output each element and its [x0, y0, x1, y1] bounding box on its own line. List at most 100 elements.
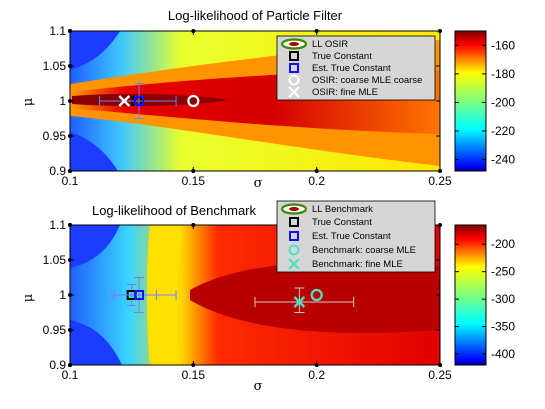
legend-bottom-entry-1: True Constant [289, 217, 372, 228]
legend-top: LL OSIR True Constant Est. True Constant… [276, 35, 436, 101]
y-axis-label-top: μ [21, 98, 36, 106]
legend-top-entry-3: OSIR: coarse MLE coarse [288, 74, 422, 86]
benchmark-coarse-mle-marker [310, 288, 323, 302]
y-tick-label: 0.95 [43, 129, 67, 143]
legend-bottom-label-2: Est. True Constant [312, 231, 391, 242]
colorbar-tick-label: -250 [491, 265, 515, 279]
y-tick-label: 1.05 [43, 59, 67, 73]
colorbar-tick-label: -220 [491, 124, 515, 138]
chart-title-top: Log-likelihood of Particle Filter [168, 8, 343, 23]
colorbar-tick-label: -400 [491, 347, 515, 361]
colorbar-tick-label: -350 [491, 320, 515, 334]
colorbar-top-ticks: -160 -180 -200 -220 -240 [455, 38, 515, 167]
markers-bottom [111, 277, 355, 313]
colorbar-tick-label: -200 [491, 95, 515, 109]
legend-bottom: LL Benchmark True Constant Est. True Con… [276, 200, 436, 273]
legend-top-label-2: Est. True Constant [312, 63, 391, 74]
legend-top-entry-2: Est. True Constant [289, 63, 391, 74]
legend-circle-teal-icon [288, 244, 300, 256]
axes-top-ticks: 0.1 0.15 0.2 0.25 0.9 0.95 1 1.05 1.1 [43, 24, 452, 188]
y-tick-dot [68, 29, 72, 33]
x-tick-dot [191, 223, 196, 227]
legend-top-label-3: OSIR: coarse MLE coarse [312, 75, 422, 86]
x-axis-label-bottom: σ [254, 379, 263, 394]
legend-bottom-label-3: Benchmark: coarse MLE [312, 245, 416, 256]
y-tick-label: 0.9 [49, 164, 66, 178]
legend-top-label-1: True Constant [312, 51, 372, 62]
legend-square-black-icon [289, 217, 299, 227]
x-tick-dot [314, 29, 319, 33]
colorbar-tick-label: -200 [491, 237, 515, 251]
y-tick-label: 1 [59, 94, 66, 108]
legend-cross-white-icon [288, 86, 300, 98]
x-tick-dot [191, 363, 196, 367]
y-tick-label: 1.1 [49, 24, 66, 38]
x-tick-label: 0.15 [182, 174, 206, 188]
legend-bottom-entry-0: LL Benchmark [280, 203, 373, 215]
legend-bottom-label-4: Benchmark: fine MLE [312, 259, 403, 270]
legend-square-blue-icon [289, 231, 299, 241]
legend-bottom-entry-2: Est. True Constant [289, 231, 391, 242]
colorbar-bottom-gradient [454, 224, 487, 366]
heatmap-top-blue-corner-bl [70, 132, 118, 171]
y-tick-dot [68, 99, 72, 103]
colorbar-top: -160 -180 -200 -220 -240 [454, 30, 515, 172]
colorbar-tick-label: -240 [491, 153, 515, 167]
colorbar-tick-label: -300 [491, 292, 515, 306]
x-tick-label: 0.2 [308, 368, 325, 382]
colorbar-bottom: -200 -250 -300 -350 -400 [454, 224, 515, 366]
legend-bottom-entry-3: Benchmark: coarse MLE [288, 244, 416, 256]
osir-fine-mle-marker [118, 95, 131, 107]
heatmap-bottom-dark-core [190, 261, 440, 333]
osir-coarse-mle-coarse-marker [187, 94, 200, 108]
x-tick-label: 0.25 [428, 368, 452, 382]
y-tick-dot [68, 328, 72, 332]
axes-bottom-ticks: 0.1 0.15 0.2 0.25 0.9 0.95 1 1.05 1.1 [43, 218, 452, 382]
colorbar-tick-label: -160 [491, 38, 515, 52]
legend-bottom-label-0: LL Benchmark [312, 204, 373, 215]
x-tick-label: 0.15 [182, 368, 206, 382]
x-tick-dot [314, 169, 319, 173]
y-tick-dot [68, 134, 72, 138]
est-true-constant-marker [134, 290, 145, 300]
legend-top-label-4: OSIR: fine MLE [312, 87, 378, 98]
x-tick-dot [314, 363, 319, 367]
heatmap-bottom-blue-corner-bl [70, 320, 122, 365]
legend-top-label-0: LL OSIR [312, 39, 348, 50]
y-tick-label: 0.95 [43, 323, 67, 337]
legend-cross-teal-icon [288, 258, 300, 270]
y-tick-dot [68, 223, 72, 227]
legend-square-blue-icon [289, 63, 299, 73]
legend-bottom-entry-4: Benchmark: fine MLE [288, 258, 403, 270]
legend-top-entry-4: OSIR: fine MLE [288, 86, 378, 98]
chart-title-bottom: Log-likelihood of Benchmark [92, 203, 257, 218]
x-tick-dot [191, 169, 196, 173]
colorbar-top-gradient [454, 30, 487, 172]
legend-contour-icon-inner [289, 42, 299, 46]
heatmap-top-blue-corner-tl [70, 31, 120, 70]
x-tick-label: 0.2 [308, 174, 325, 188]
legend-square-black-icon [289, 51, 299, 61]
x-tick-label: 0.1 [62, 174, 79, 188]
y-tick-label: 0.9 [49, 358, 66, 372]
x-tick-label: 0.25 [428, 174, 452, 188]
markers-top [99, 83, 200, 119]
y-tick-dot [68, 169, 72, 173]
y-tick-label: 1 [59, 288, 66, 302]
x-axis-label-top: σ [254, 176, 263, 191]
legend-circle-white-icon [288, 74, 300, 86]
y-axis-label-bottom: μ [21, 294, 36, 302]
est-true-constant-marker [134, 96, 145, 106]
legend-top-entry-1: True Constant [289, 51, 372, 62]
x-tick-dot [191, 29, 196, 33]
y-tick-dot [68, 258, 72, 262]
y-tick-dot [68, 363, 72, 367]
colorbar-tick-label: -180 [491, 67, 515, 81]
legend-top-entry-0: LL OSIR [280, 38, 348, 50]
legend-bottom-label-1: True Constant [312, 217, 372, 228]
x-tick-label: 0.1 [62, 368, 79, 382]
colorbar-bottom-ticks: -200 -250 -300 -350 -400 [455, 237, 515, 361]
y-tick-label: 1.05 [43, 253, 67, 267]
benchmark-fine-mle-marker [293, 296, 306, 308]
